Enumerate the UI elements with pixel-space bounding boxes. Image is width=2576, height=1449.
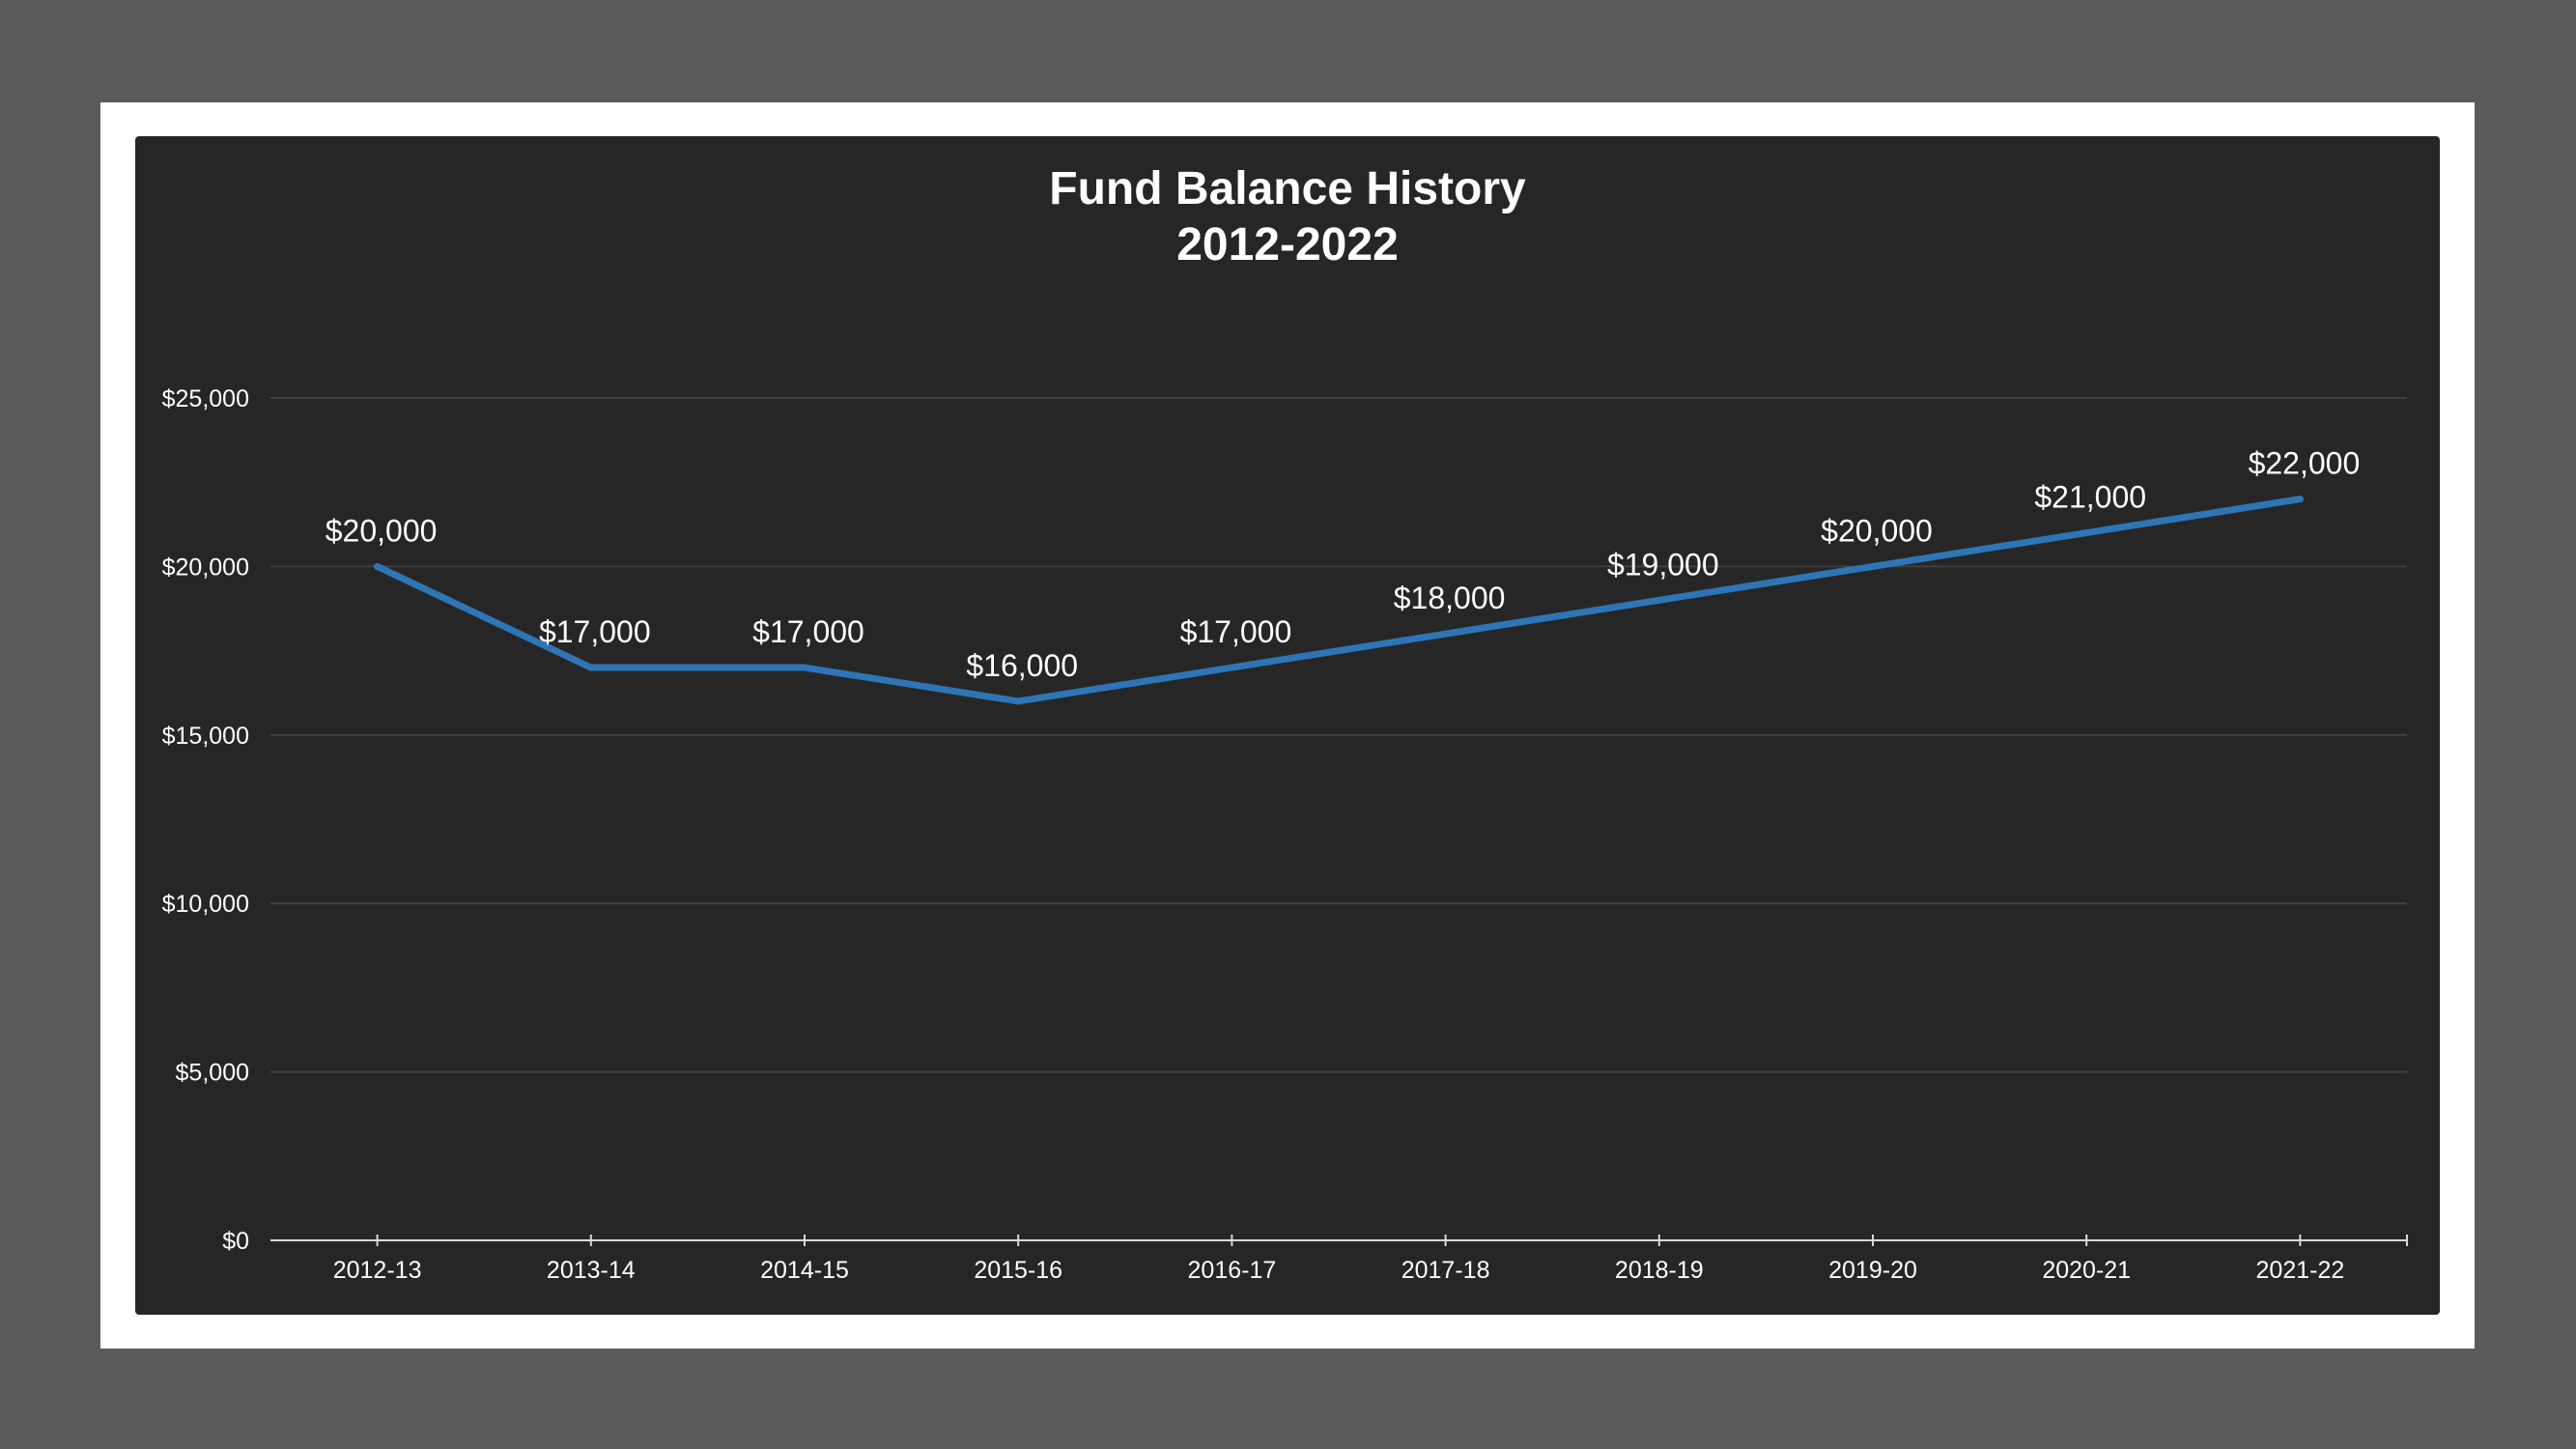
data-label: $20,000: [1821, 513, 1933, 548]
data-point: [374, 562, 382, 570]
data-label: $18,000: [1394, 581, 1506, 615]
series-line: [374, 496, 2304, 705]
data-point: [587, 664, 595, 671]
slide-frame: Fund Balance History 2012-2022 $0 $5,000 $…: [100, 102, 2475, 1349]
data-point: [1869, 562, 1877, 570]
series-layer: [374, 496, 2304, 705]
gridlines: [270, 397, 2407, 1073]
y-tick-label: $5,000: [176, 1060, 249, 1087]
x-tick-label: 2021-22: [2256, 1257, 2345, 1284]
x-tick-label: 2016-17: [1188, 1257, 1277, 1284]
y-tick-label: $10,000: [162, 891, 249, 918]
x-tick-label: 2014-15: [760, 1257, 849, 1284]
chart-subtitle-line: 2012-2022: [1176, 219, 1399, 270]
y-tick-label: $25,000: [162, 385, 249, 412]
data-label: $17,000: [1180, 614, 1292, 649]
data-point: [2082, 529, 2090, 537]
x-tick-label: 2012-13: [333, 1257, 422, 1284]
data-point: [1228, 664, 1235, 671]
chart-title-line: Fund Balance History: [1049, 163, 1526, 214]
x-tick-label: 2013-14: [547, 1257, 636, 1284]
data-point: [2296, 496, 2304, 503]
x-tick-label: 2019-20: [1828, 1257, 1917, 1284]
data-label: $17,000: [752, 614, 864, 649]
data-label: $17,000: [539, 614, 651, 649]
data-point: [1656, 596, 1663, 604]
y-tick-label: $15,000: [162, 723, 249, 750]
x-tick-label: 2018-19: [1615, 1257, 1704, 1284]
data-label: $16,000: [966, 648, 1078, 683]
x-axis: [270, 1235, 2408, 1246]
data-point: [1442, 630, 1450, 638]
y-tick-label: $20,000: [162, 554, 249, 581]
chart-area: Fund Balance History 2012-2022 $0 $5,000 $…: [135, 136, 2440, 1315]
data-label: $21,000: [2034, 480, 2146, 515]
chart-title: Fund Balance History 2012-2022: [135, 161, 2440, 273]
x-tick-label: 2020-21: [2042, 1257, 2131, 1284]
data-label: $19,000: [1607, 547, 1719, 582]
x-tick-label: 2015-16: [974, 1257, 1062, 1284]
data-label: $20,000: [326, 513, 438, 548]
line-chart: $0 $5,000 $10,000 $15,000 $20,000 $25,000 201…: [162, 385, 2408, 1284]
x-axis-ticks: 2012-13 2013-14 2014-15 2015-16 2016-17 2017-…: [333, 1257, 2345, 1284]
data-point: [801, 664, 808, 671]
data-label: $22,000: [2249, 446, 2361, 481]
y-axis-ticks: $0 $5,000 $10,000 $15,000 $20,000 $25,000: [162, 385, 249, 1255]
y-tick-label: $0: [222, 1228, 249, 1255]
data-point: [1014, 697, 1022, 705]
data-labels: $20,000 $17,000 $17,000 $16,000 $17,000 $18,0…: [326, 446, 2360, 683]
x-tick-label: 2017-18: [1401, 1257, 1490, 1284]
